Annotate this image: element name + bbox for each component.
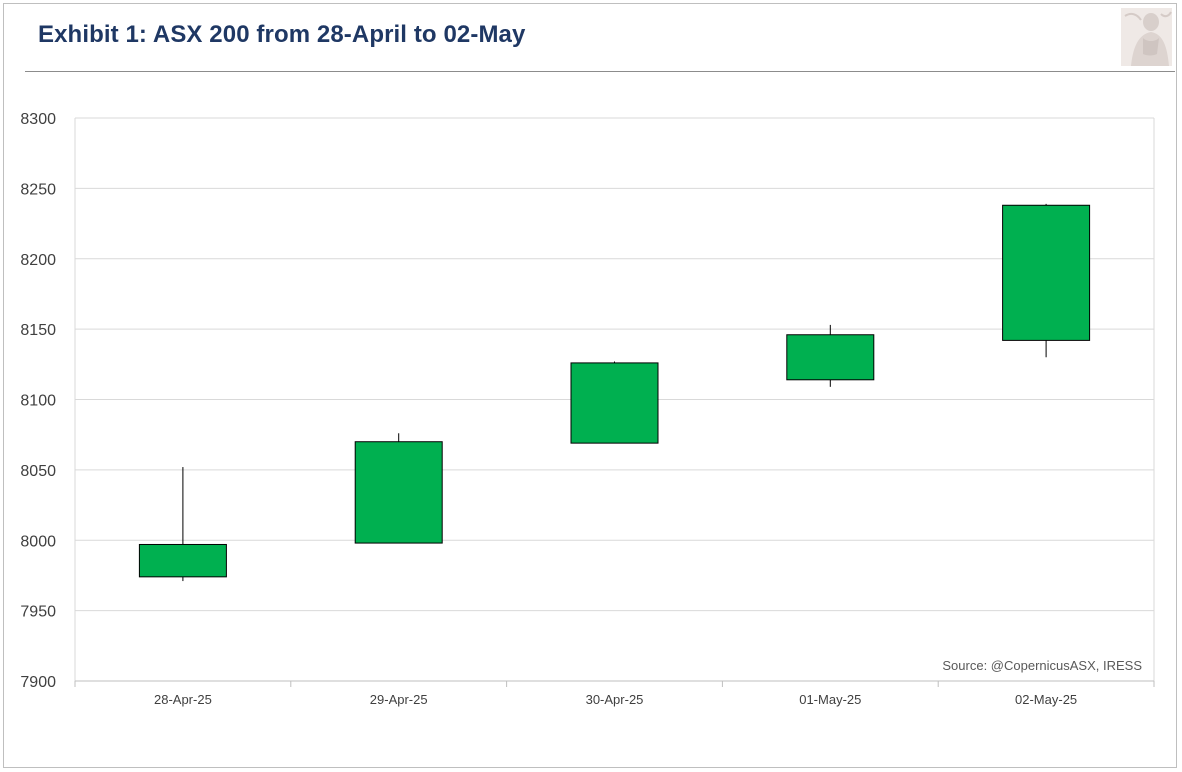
statue-logo-icon bbox=[1121, 8, 1172, 66]
x-tick-label: 28-Apr-25 bbox=[154, 692, 212, 707]
y-tick-labels: 7900 7950 8000 8050 8100 8150 8200 8250 8300 bbox=[20, 111, 56, 691]
y-tick-label: 8200 bbox=[20, 252, 56, 269]
candle-body bbox=[570, 362, 659, 444]
x-tick-label: 01-May-25 bbox=[799, 692, 861, 707]
x-tick-label: 29-Apr-25 bbox=[370, 692, 428, 707]
x-tick-label: 02-May-25 bbox=[1015, 692, 1077, 707]
y-tick-label: 8100 bbox=[20, 393, 56, 410]
y-tick-label: 8150 bbox=[20, 322, 56, 339]
candle-body bbox=[138, 543, 227, 578]
y-tick-label: 7950 bbox=[20, 604, 56, 621]
candle-body bbox=[1002, 204, 1091, 341]
axes bbox=[74, 118, 1155, 687]
y-tick-label: 8300 bbox=[20, 111, 56, 128]
y-tick-label: 7900 bbox=[20, 674, 56, 691]
gridlines bbox=[75, 117, 1154, 612]
y-tick-label: 8250 bbox=[20, 181, 56, 198]
candle-body bbox=[354, 441, 443, 544]
title-divider bbox=[25, 71, 1175, 72]
candles bbox=[138, 203, 1091, 582]
x-tick-labels: 28-Apr-25 29-Apr-25 30-Apr-25 01-May-25 02-M… bbox=[154, 692, 1077, 707]
chart-title: Exhibit 1: ASX 200 from 28-April to 02-M… bbox=[38, 21, 526, 48]
source-annotation: Source: @CopernicusASX, IRESS bbox=[942, 658, 1142, 673]
x-tick-label: 30-Apr-25 bbox=[586, 692, 644, 707]
y-tick-label: 8050 bbox=[20, 463, 56, 480]
candle-body bbox=[786, 334, 875, 381]
y-tick-label: 8000 bbox=[20, 533, 56, 550]
